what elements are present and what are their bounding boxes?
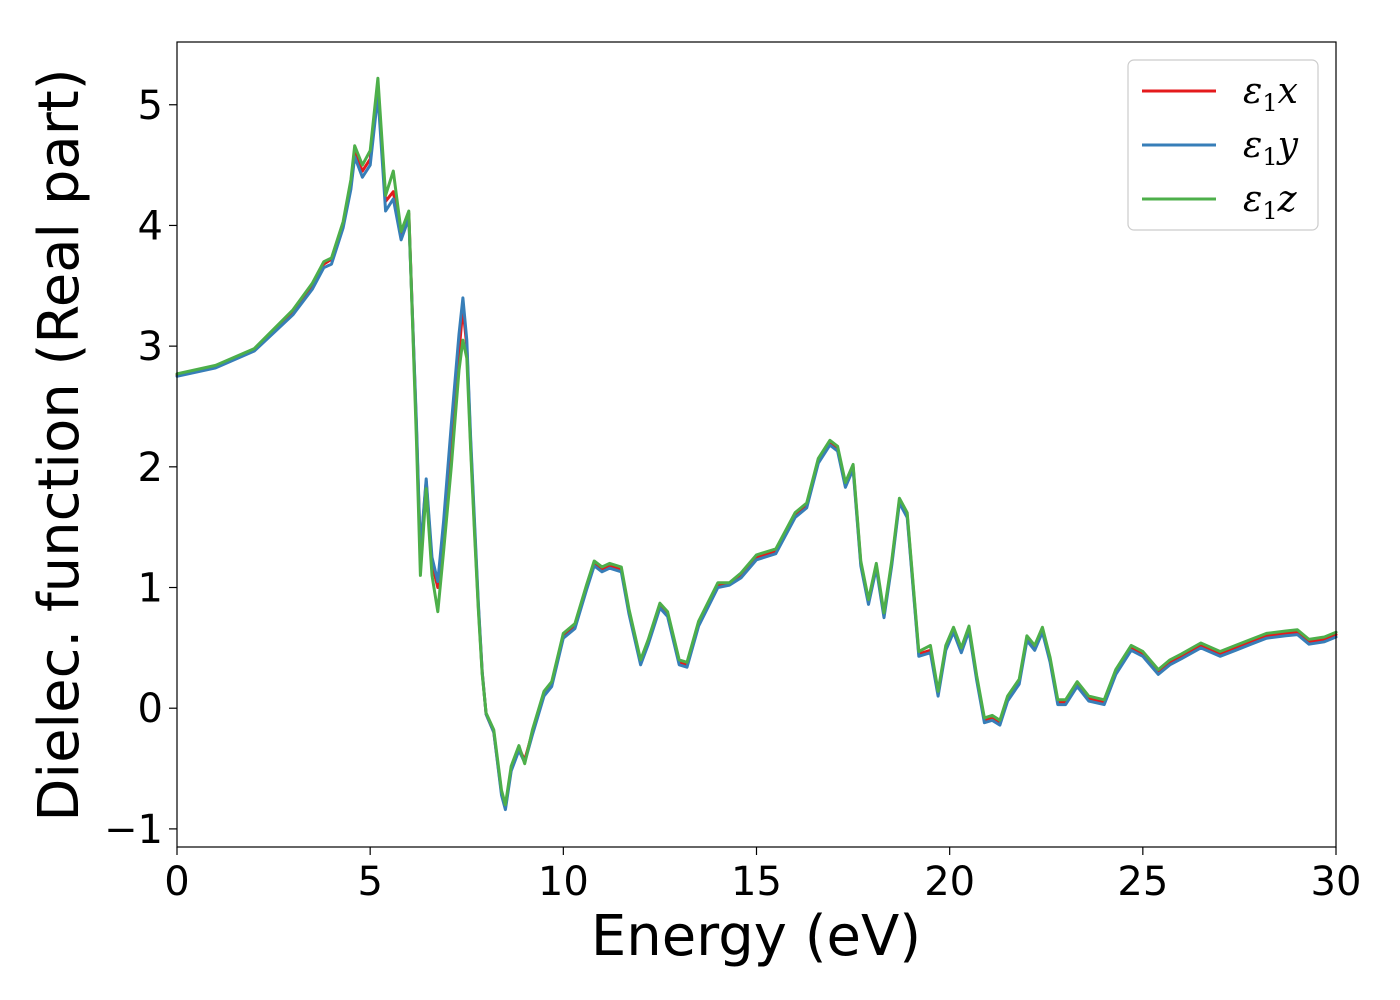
legend-label-y: ε1y	[1243, 125, 1299, 171]
x-tick-label: 5	[357, 859, 382, 905]
y-tick-label: 3	[138, 324, 163, 370]
x-tick-label: 30	[1311, 859, 1362, 905]
x-tick-label: 0	[164, 859, 189, 905]
x-tick-label: 15	[731, 859, 782, 905]
plot-lines	[175, 76, 1338, 812]
x-tick-label: 20	[924, 859, 975, 905]
x-axis-label: Energy (eV)	[591, 904, 921, 969]
y-tick-label: 1	[138, 566, 163, 612]
legend: ε1x ε1y ε1z	[1127, 59, 1319, 231]
legend-label-z: ε1z	[1243, 179, 1298, 225]
y-axis-label: Dielec. function (Real part)	[27, 68, 92, 821]
y-tick-label: −1	[104, 807, 163, 853]
series-line-z	[175, 76, 1338, 807]
y-tick-label: 2	[138, 445, 163, 491]
x-axis-ticks: 0 5 10 15 20 25 30	[164, 847, 1361, 905]
y-tick-label: 4	[138, 203, 163, 249]
y-tick-label: 0	[138, 686, 163, 732]
y-tick-label: 5	[138, 83, 163, 129]
legend-label-x: ε1x	[1243, 71, 1298, 117]
x-tick-label: 25	[1117, 859, 1168, 905]
x-tick-label: 10	[538, 859, 589, 905]
y-axis-ticks: −1 0 1 2 3 4 5	[104, 83, 177, 853]
legend-box	[1127, 59, 1319, 231]
